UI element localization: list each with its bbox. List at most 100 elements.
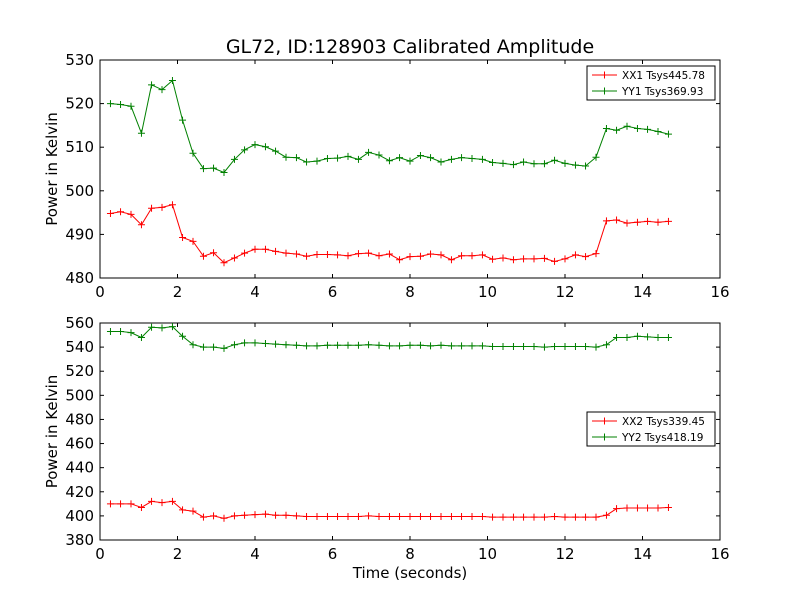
x-tick-label: 4: [250, 283, 260, 301]
data-point: [489, 343, 497, 351]
data-point: [416, 252, 424, 260]
data-point: [158, 203, 166, 211]
data-point: [468, 155, 476, 163]
data-point: [633, 124, 641, 132]
data-point: [292, 512, 300, 520]
data-point: [375, 151, 383, 159]
data-point: [179, 233, 187, 241]
data-point: [189, 341, 197, 349]
data-point: [282, 153, 290, 161]
data-point: [406, 157, 414, 165]
data-point: [272, 511, 280, 519]
data-point: [592, 153, 600, 161]
legend-marker: [601, 87, 608, 95]
y-tick-label: 540: [65, 338, 94, 356]
data-point: [447, 155, 455, 163]
data-point: [230, 155, 238, 163]
chart-title: GL72, ID:128903 Calibrated Amplitude: [226, 36, 594, 58]
data-point: [303, 158, 311, 166]
data-point: [323, 155, 331, 163]
data-point: [354, 341, 362, 349]
data-point: [396, 512, 404, 520]
data-point: [540, 254, 548, 262]
y-tick-label: 500: [65, 386, 94, 404]
data-point: [458, 154, 466, 162]
y-tick-label: 530: [65, 51, 94, 69]
data-point: [179, 116, 187, 124]
data-point: [323, 341, 331, 349]
data-point: [303, 342, 311, 350]
x-tick-label: 14: [633, 283, 652, 301]
data-point: [158, 86, 166, 94]
data-point: [530, 513, 538, 521]
data-point: [375, 512, 383, 520]
data-point: [623, 122, 631, 130]
data-point: [230, 512, 238, 520]
data-point: [261, 510, 269, 518]
data-point: [179, 506, 187, 514]
data-point: [540, 343, 548, 351]
data-point: [313, 512, 321, 520]
x-tick-label: 0: [95, 283, 105, 301]
data-point: [344, 341, 352, 349]
data-point: [220, 344, 228, 352]
data-point: [592, 250, 600, 258]
data-point: [241, 511, 249, 519]
data-point: [189, 237, 197, 245]
data-point: [251, 245, 259, 253]
data-point: [406, 512, 414, 520]
data-point: [189, 149, 197, 157]
data-point: [365, 249, 373, 257]
data-point: [633, 504, 641, 512]
data-point: [427, 512, 435, 520]
data-point: [571, 513, 579, 521]
data-point: [489, 513, 497, 521]
data-point: [489, 158, 497, 166]
data-point: [602, 217, 610, 225]
x-tick-label: 8: [405, 283, 415, 301]
data-point: [303, 512, 311, 520]
data-point: [509, 161, 517, 169]
data-point: [561, 255, 569, 263]
data-point: [137, 129, 145, 137]
data-point: [189, 507, 197, 515]
data-point: [365, 341, 373, 349]
data-point: [551, 343, 559, 351]
data-point: [654, 504, 662, 512]
data-point: [468, 342, 476, 350]
data-point: [168, 76, 176, 84]
data-point: [654, 218, 662, 226]
data-point: [396, 256, 404, 264]
data-point: [396, 342, 404, 350]
data-point: [478, 342, 486, 350]
x-tick-label: 16: [710, 545, 729, 563]
data-point: [520, 255, 528, 263]
legend-marker: [601, 417, 608, 425]
data-point: [272, 147, 280, 155]
data-point: [551, 512, 559, 520]
data-point: [592, 343, 600, 351]
data-point: [334, 512, 342, 520]
data-point: [313, 250, 321, 258]
data-point: [582, 253, 590, 261]
data-point: [272, 247, 280, 255]
y-tick-label: 560: [65, 314, 94, 332]
y-tick-label: 480: [65, 410, 94, 428]
data-point: [251, 339, 259, 347]
data-point: [602, 511, 610, 519]
data-point: [179, 332, 187, 340]
x-tick-label: 0: [95, 545, 105, 563]
data-point: [106, 500, 114, 508]
data-point: [447, 342, 455, 350]
data-point: [344, 512, 352, 520]
data-point: [396, 154, 404, 162]
data-point: [313, 157, 321, 165]
data-point: [220, 168, 228, 176]
data-point: [199, 252, 207, 260]
data-point: [644, 333, 652, 341]
x-tick-label: 14: [633, 545, 652, 563]
top-axes: 0 2 4 6 8 10 12 14 16 480 490 500 510 520 530 Power in …: [43, 51, 730, 301]
data-point: [365, 512, 373, 520]
x-tick-label: 10: [478, 283, 497, 301]
